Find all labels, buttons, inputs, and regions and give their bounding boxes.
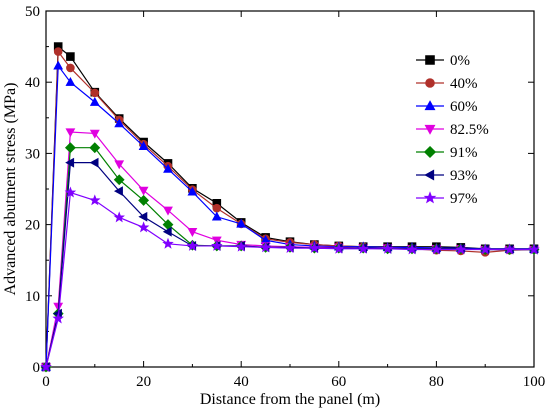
y-tick-label: 50 [25, 4, 40, 20]
data-point [357, 242, 369, 254]
legend-marker [423, 191, 437, 204]
x-tick-label: 40 [234, 374, 249, 390]
data-point [113, 186, 123, 197]
series-line [45, 64, 534, 368]
series-layer [40, 42, 540, 373]
data-point [53, 47, 63, 56]
data-point [236, 218, 247, 228]
x-axis-label: Distance from the panel (m) [200, 391, 380, 408]
data-point [455, 243, 467, 255]
legend-label: 82.5% [450, 122, 489, 138]
x-tick-label: 20 [136, 374, 151, 390]
x-tick-label: 0 [42, 374, 50, 390]
data-point [53, 60, 64, 70]
x-tick-label: 100 [523, 374, 546, 390]
data-point [138, 194, 150, 206]
series-line [45, 45, 534, 368]
data-point [333, 242, 345, 254]
data-point [187, 228, 198, 237]
y-tick-label: 40 [25, 75, 40, 91]
legend-marker [424, 169, 435, 181]
data-point [65, 128, 76, 138]
data-point [186, 239, 199, 251]
legend-label: 97% [450, 191, 478, 207]
legend-item: 82.5% [416, 122, 489, 138]
data-point [406, 243, 418, 255]
x-axis-ticks: 0 20 40 60 80 100 [42, 11, 545, 390]
legend-item: 97% [416, 191, 478, 207]
y-axis-label: Advanced abutment stress (MPa) [2, 83, 19, 296]
data-point [113, 174, 125, 186]
data-point [64, 186, 77, 198]
data-point [65, 76, 76, 86]
legend-item: 40% [416, 76, 478, 92]
data-point [211, 239, 223, 251]
data-point [284, 242, 296, 253]
data-point [137, 221, 150, 233]
data-point [52, 312, 64, 324]
data-point [503, 243, 516, 255]
data-point [64, 142, 76, 154]
data-point [89, 194, 101, 206]
x-tick-label: 60 [331, 374, 346, 390]
data-point [259, 241, 272, 253]
data-point [138, 211, 148, 222]
data-point [90, 88, 100, 98]
data-point [89, 129, 100, 139]
legend-label: 91% [450, 145, 478, 161]
legend-marker [425, 55, 435, 65]
data-point [381, 242, 394, 254]
x-tick-label: 80 [429, 374, 444, 390]
data-point [66, 52, 75, 61]
data-point [187, 186, 198, 196]
y-tick-label: 0 [33, 360, 41, 376]
data-point [65, 157, 75, 168]
data-point [308, 242, 321, 253]
y-axis-ticks: 0 10 20 30 40 50 [25, 4, 534, 376]
y-tick-label: 30 [25, 146, 40, 162]
data-point [162, 226, 172, 237]
legend-item: 60% [416, 99, 478, 115]
data-point [163, 163, 173, 173]
data-point [212, 203, 222, 213]
data-point [235, 240, 247, 252]
series-line [45, 49, 535, 368]
series-97% [40, 186, 540, 372]
data-point [89, 96, 100, 106]
data-point [430, 243, 443, 255]
data-point [89, 157, 99, 168]
data-point [162, 237, 174, 249]
data-point [66, 63, 75, 73]
data-point [114, 160, 125, 170]
y-tick-label: 20 [25, 218, 40, 234]
series-line [45, 191, 534, 368]
legend-item: 91% [416, 145, 478, 161]
series-40% [41, 47, 539, 372]
legend-label: 0% [450, 53, 470, 69]
data-point [211, 211, 222, 221]
legend: 0% 40% 60% 82.5% 91% 93% 97% [416, 53, 489, 207]
legend-marker [424, 100, 436, 111]
data-point [479, 243, 491, 255]
data-point [114, 118, 125, 128]
data-point [138, 141, 149, 150]
legend-marker [425, 78, 435, 88]
data-point [163, 206, 173, 216]
data-point [528, 243, 540, 255]
legend-label: 93% [450, 168, 478, 184]
data-point [138, 186, 149, 196]
data-point [40, 360, 52, 372]
y-tick-label: 10 [25, 289, 40, 305]
legend-label: 60% [450, 99, 478, 115]
legend-label: 40% [450, 76, 478, 92]
data-point [113, 211, 125, 223]
legend-item: 0% [416, 53, 470, 69]
legend-item: 93% [416, 168, 478, 184]
legend-marker [424, 124, 436, 135]
data-point [89, 142, 101, 154]
legend-marker [423, 145, 437, 159]
